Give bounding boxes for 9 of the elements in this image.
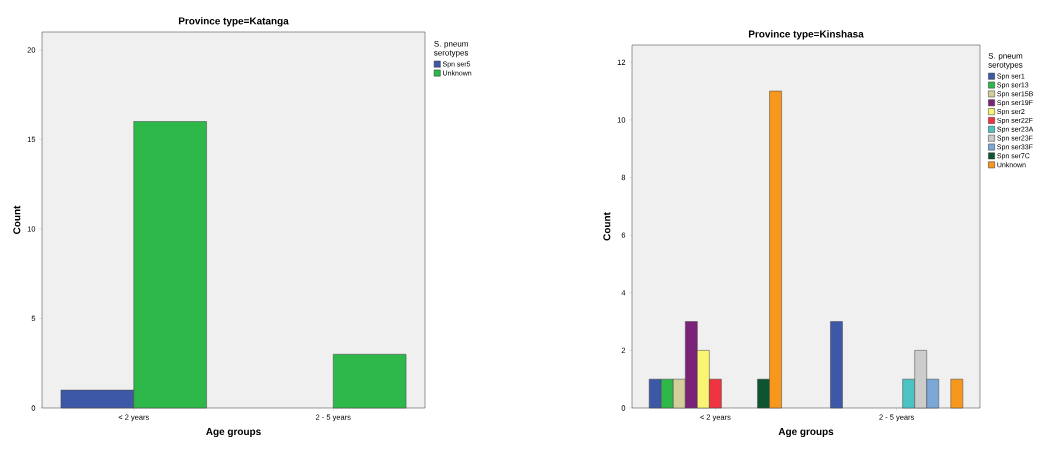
x-axis-title: Age groups <box>206 428 261 438</box>
x-axis-title: Age groups <box>778 428 834 438</box>
chart-title: Province type=Kinshasa <box>748 30 864 40</box>
bar <box>332 354 407 409</box>
chart-title: Province type=Katanga <box>178 17 289 27</box>
bar <box>950 378 964 409</box>
y-axis-title: Count <box>603 212 611 241</box>
y-axis-title: Count <box>13 205 21 234</box>
bar <box>830 321 843 409</box>
